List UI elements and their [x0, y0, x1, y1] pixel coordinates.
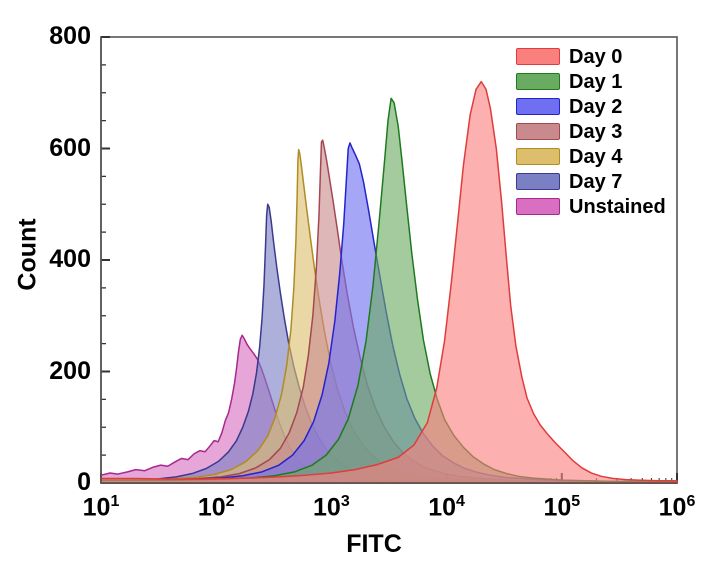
legend-label: Day 4: [569, 145, 623, 168]
legend-swatch-day-3: [516, 123, 560, 140]
legend-item-day-0[interactable]: Day 0: [516, 44, 688, 69]
x-tick-1e6: 106: [658, 493, 696, 522]
legend-swatch-day-2: [516, 98, 560, 115]
legend-item-unstained[interactable]: Unstained: [516, 194, 688, 219]
x-axis-title: FITC: [346, 530, 402, 558]
legend-item-day-1[interactable]: Day 1: [516, 69, 688, 94]
legend-label: Day 2: [569, 95, 623, 118]
y-tick-200: 200: [49, 356, 91, 385]
legend-label: Day 7: [569, 170, 623, 193]
legend-swatch-unstained: [516, 198, 560, 215]
legend-label: Day 0: [569, 45, 623, 68]
legend-swatch-day-4: [516, 148, 560, 165]
chart-legend: Day 0 Day 1 Day 2 Day 3 Day 4 Day 7 Unstained: [516, 44, 688, 219]
y-tick-400: 400: [49, 245, 91, 273]
y-tick-800: 800: [49, 22, 91, 50]
series-area: [100, 80, 678, 484]
x-tick-1e3: 103: [313, 493, 350, 522]
y-tick-600: 600: [49, 133, 91, 162]
legend-label: Day 1: [569, 70, 623, 93]
x-tick-1e5: 105: [543, 493, 581, 522]
y-tick-0: 0: [77, 468, 91, 496]
x-tick-1e4: 104: [428, 493, 465, 522]
legend-item-day-2[interactable]: Day 2: [516, 94, 688, 119]
legend-swatch-day-7: [516, 173, 560, 190]
x-tick-1e1: 101: [82, 493, 120, 522]
legend-item-day-3[interactable]: Day 3: [516, 119, 688, 144]
series-day-0: [100, 80, 678, 484]
legend-label: Unstained: [569, 195, 666, 218]
x-tick-1e2: 102: [197, 493, 235, 522]
legend-swatch-day-0: [516, 48, 560, 65]
legend-item-day-4[interactable]: Day 4: [516, 144, 688, 169]
legend-swatch-day-1: [516, 73, 560, 90]
legend-item-day-7[interactable]: Day 7: [516, 169, 688, 194]
legend-label: Day 3: [569, 120, 623, 143]
